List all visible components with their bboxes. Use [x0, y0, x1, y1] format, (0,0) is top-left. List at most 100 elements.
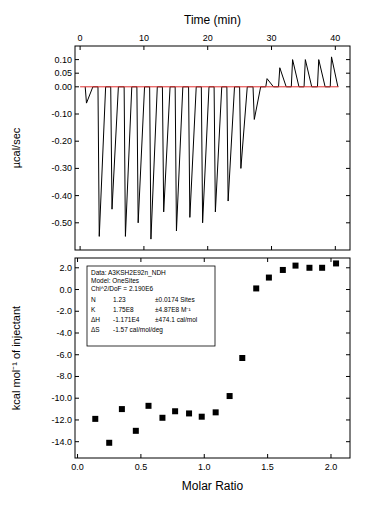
y-tick [75, 289, 79, 290]
y-tick [346, 333, 350, 334]
x-tick [80, 246, 81, 250]
y-tick [346, 195, 350, 196]
x-tick [143, 246, 144, 250]
x-tick [335, 246, 336, 250]
y-tick [346, 114, 350, 115]
x-tick [330, 258, 331, 262]
y-axis-title: µcal/sec [10, 127, 22, 168]
y-tick-label: -14.0 [51, 437, 72, 447]
y-tick [75, 222, 79, 223]
x-tick-label: 20 [203, 33, 213, 43]
x-tick [143, 46, 144, 50]
y-tick-label: 2.0 [59, 263, 72, 273]
data-point [159, 415, 165, 421]
x-tick-label: 40 [330, 33, 340, 43]
y-tick [346, 267, 350, 268]
x-tick [267, 454, 268, 458]
y-tick-label: -2.0 [56, 306, 72, 316]
x-tick [207, 246, 208, 250]
param-error: ±474.1 cal/mol [155, 316, 198, 323]
info-box [87, 266, 215, 346]
y-tick-label: -0.50 [51, 218, 72, 228]
x-tick [77, 258, 78, 262]
y-tick-label: -8.0 [56, 371, 72, 381]
data-point [119, 406, 125, 412]
y-tick [75, 398, 79, 399]
data-point [172, 408, 178, 414]
series-line [80, 86, 338, 87]
y-tick [75, 73, 79, 74]
y-tick-label: -10.0 [51, 393, 72, 403]
figure: 0102030400.100.050.00-0.10-0.20-0.30-0.4… [0, 0, 376, 509]
x-axis-title: Molar Ratio [182, 479, 244, 493]
y-tick [75, 59, 79, 60]
param-value: 1.75E8 [113, 306, 134, 313]
y-tick [346, 141, 350, 142]
plot-area [80, 57, 338, 239]
x-axis-title: Time (min) [184, 13, 241, 27]
x-tick [330, 454, 331, 458]
param-name: K [91, 306, 96, 313]
param-value: 1.23 [113, 296, 126, 303]
y-tick-label: 0.05 [54, 68, 72, 78]
data-point [253, 285, 259, 291]
info-line: Model: OneSites [91, 277, 140, 284]
x-tick [204, 454, 205, 458]
x-tick [271, 46, 272, 50]
data-point [92, 416, 98, 422]
param-name: N [91, 296, 96, 303]
y-tick [346, 86, 350, 87]
data-point [306, 265, 312, 271]
data-point [213, 409, 219, 415]
y-tick [346, 398, 350, 399]
x-tick [140, 454, 141, 458]
data-point [133, 428, 139, 434]
y-tick [346, 59, 350, 60]
y-tick [75, 311, 79, 312]
info-line: Data: A3KSH2E92n_NDH [91, 269, 166, 277]
param-value: -1.171E4 [113, 316, 140, 323]
y-tick-label: 0.00 [54, 82, 72, 92]
x-tick-label: 30 [267, 33, 277, 43]
y-tick [75, 267, 79, 268]
x-tick [271, 246, 272, 250]
y-tick-label: -6.0 [56, 350, 72, 360]
y-tick [346, 354, 350, 355]
series-line [85, 57, 338, 239]
y-tick [75, 86, 79, 87]
y-tick [75, 441, 79, 442]
data-point [266, 275, 272, 281]
x-tick [80, 46, 81, 50]
data-point [146, 403, 152, 409]
y-tick [346, 441, 350, 442]
y-tick-label: -0.40 [51, 191, 72, 201]
data-point [280, 267, 286, 273]
data-point [239, 355, 245, 361]
y-tick [75, 141, 79, 142]
y-axis-title: kcal mol⁻¹ of injectant [10, 306, 22, 410]
y-tick [75, 168, 79, 169]
y-tick [75, 419, 79, 420]
x-tick [77, 454, 78, 458]
data-point [319, 265, 325, 271]
param-error: ±4.87E8 M⁻¹ [155, 306, 191, 313]
y-tick [346, 73, 350, 74]
x-tick-label: 10 [139, 33, 149, 43]
x-tick-label: 0.0 [71, 462, 84, 472]
param-error: ±0.0174 Sites [155, 296, 195, 303]
y-tick-label: -0.20 [51, 136, 72, 146]
y-tick [75, 114, 79, 115]
x-tick [207, 46, 208, 50]
plot-frame [75, 258, 350, 458]
param-value: -1.57 cal/mol/deg [113, 326, 163, 334]
data-point [199, 414, 205, 420]
x-tick-label: 1.5 [261, 462, 274, 472]
x-tick-label: 1.0 [198, 462, 211, 472]
data-point [227, 393, 233, 399]
y-tick-label: -12.0 [51, 415, 72, 425]
param-name: ΔH [91, 316, 100, 323]
data-point [106, 440, 112, 446]
x-tick [335, 46, 336, 50]
x-tick-label: 0 [78, 33, 83, 43]
y-tick-label: 0.10 [54, 55, 72, 65]
